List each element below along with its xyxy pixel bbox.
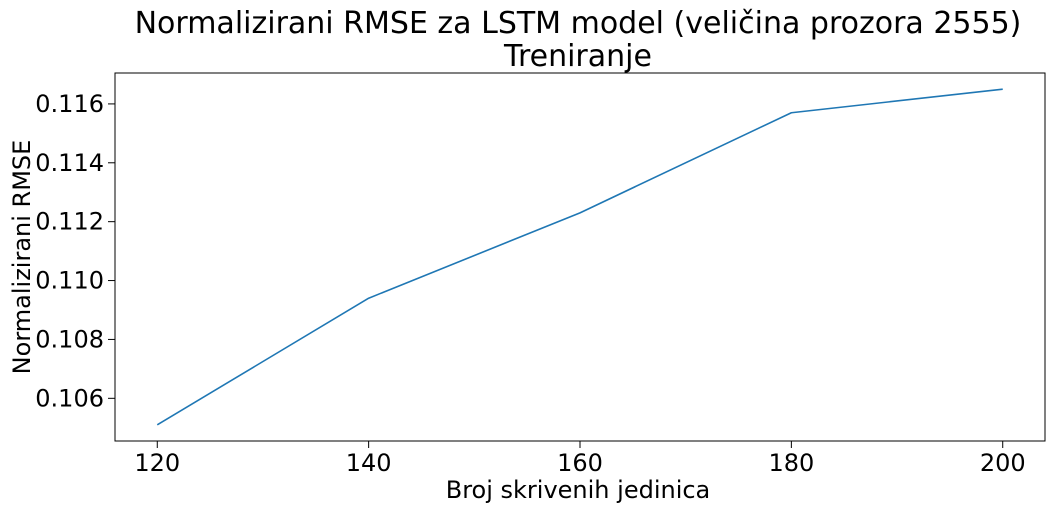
x-axis-ticks: 120 140 160 180 200 xyxy=(134,441,1026,477)
x-tick-label: 160 xyxy=(557,449,603,477)
y-tick-label: 0.114 xyxy=(35,149,104,177)
x-axis-label: Broj skrivenih jedinica xyxy=(446,476,711,504)
y-tick-label: 0.112 xyxy=(35,208,104,236)
chart-title: Normalizirani RMSE za LSTM model (veliči… xyxy=(135,6,1022,41)
chart-subtitle: Treniranje xyxy=(503,39,652,74)
series-layer xyxy=(156,88,1003,426)
y-tick-label: 0.110 xyxy=(35,267,104,295)
plot-area xyxy=(114,72,1046,442)
x-tick-label: 140 xyxy=(346,449,392,477)
x-tick-label: 180 xyxy=(768,449,814,477)
series-line xyxy=(156,88,1003,426)
y-tick-label: 0.106 xyxy=(35,384,104,412)
x-tick-label: 200 xyxy=(980,449,1026,477)
y-tick-label: 0.108 xyxy=(35,325,104,353)
y-axis-label: Normalizirani RMSE xyxy=(8,140,36,375)
y-tick-label: 0.116 xyxy=(35,90,104,118)
y-axis-ticks: 0.106 0.108 0.110 0.112 0.114 0.116 xyxy=(35,90,115,412)
x-tick-label: 120 xyxy=(134,449,180,477)
